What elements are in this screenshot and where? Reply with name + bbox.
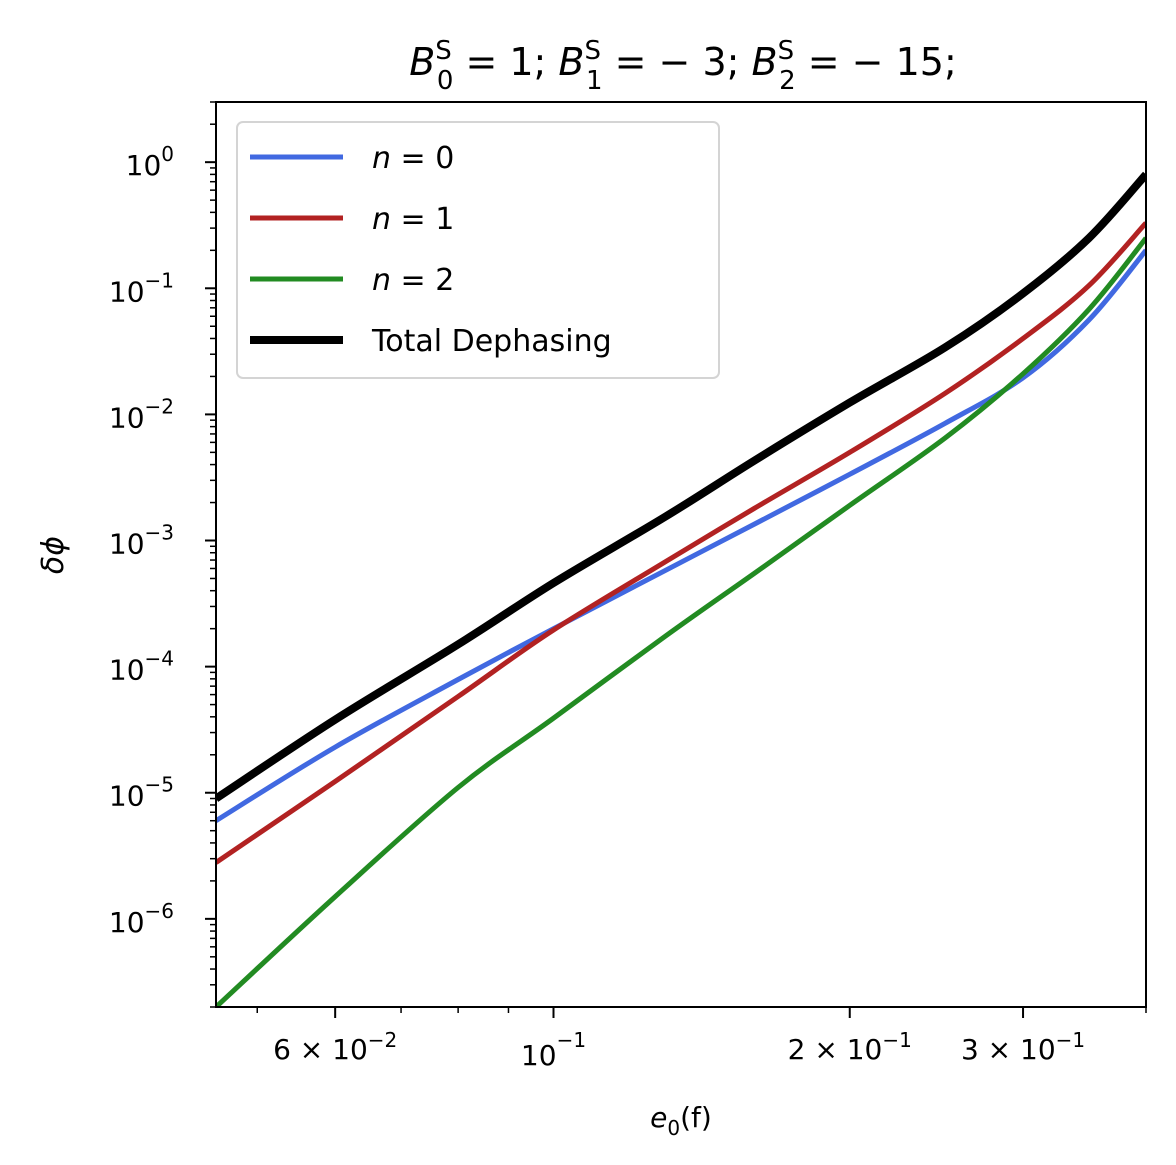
y-tick-label: 10−3 — [109, 521, 174, 561]
legend-label-3: Total Dephasing — [371, 324, 612, 359]
y-tick-label: 10−1 — [109, 268, 174, 308]
series-line-2 — [216, 236, 1146, 1007]
y-tick-label: 10−4 — [109, 647, 174, 687]
x-tick-label: 6 × 10−2 — [273, 1028, 397, 1066]
y-tick-label: 10−2 — [109, 394, 174, 434]
legend-box — [236, 121, 720, 379]
x-tick-label: 2 × 10−1 — [788, 1028, 912, 1066]
series-line-0 — [216, 248, 1146, 823]
y-axis-label: δϕ — [36, 536, 71, 574]
legend-label-0: n = 0 — [372, 141, 454, 176]
legend-label-2: n = 2 — [372, 263, 454, 298]
y-tick-label: 10−5 — [109, 773, 174, 813]
chart-title: BS 0 = 1; BS 1 = − 3; BS 2 = − 15; — [409, 36, 957, 96]
x-axis-label: e0(f) — [650, 1101, 712, 1140]
legend-label-1: n = 1 — [372, 202, 454, 237]
plot-frame — [215, 101, 1147, 1008]
x-axis: 6 × 10−2 10−1 2 × 10−1 3 × 10−1 — [256, 1007, 1147, 1072]
plot-area — [215, 101, 1147, 1008]
legend: n = 0 n = 1 n = 2 Total Dephasing — [236, 121, 720, 379]
series-layer — [216, 171, 1146, 1007]
series-line-3 — [216, 171, 1146, 802]
y-tick-label: 10−6 — [109, 899, 174, 939]
series-line-1 — [216, 221, 1146, 865]
x-tick-label: 3 × 10−1 — [961, 1028, 1085, 1066]
y-axis: 100 10−1 10−2 10−3 10−4 10−5 10−6 — [109, 101, 216, 1008]
x-tick-label: 10−1 — [521, 1028, 586, 1072]
y-tick-label: 100 — [126, 142, 174, 182]
